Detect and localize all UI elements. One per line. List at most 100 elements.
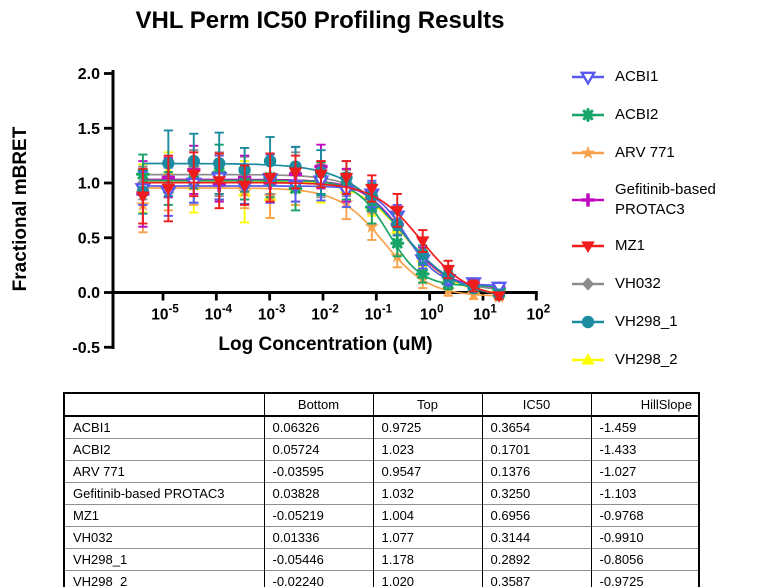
vh032-marker-icon xyxy=(572,277,604,291)
fit-results-table-wrap: Bottom Top IC50 HillSlope ACBI1 0.06326 0.972… xyxy=(63,392,700,587)
series-vh298-1 xyxy=(136,129,506,301)
marker-mz1 xyxy=(161,183,176,196)
marker-acbi2 xyxy=(390,236,405,251)
table-cell: 0.1701 xyxy=(481,438,591,461)
table-cell: 0.1376 xyxy=(481,460,591,483)
table-cell: -1.027 xyxy=(590,460,699,483)
y-tick-label: 1.0 xyxy=(78,176,100,193)
legend-label: VH298_2 xyxy=(615,351,678,369)
marker-mz1 xyxy=(187,169,201,182)
acbi1-marker-glyph xyxy=(579,71,597,86)
table-row-mz1: MZ1 -0.05219 1.004 0.6956 -0.9768 xyxy=(63,504,699,527)
legend-item-acbi1: ACBI1 xyxy=(570,66,762,88)
table-header-row: Bottom Top IC50 HillSlope xyxy=(63,393,699,417)
table-row-vh298-2: VH298_2 -0.02240 1.020 0.3587 -0.9725 xyxy=(63,570,699,587)
marker-acbi1 xyxy=(490,281,508,296)
arv-771-marker-icon xyxy=(572,145,604,159)
y-tick-label: -0.5 xyxy=(72,340,100,357)
table-cell: 0.9725 xyxy=(372,416,482,439)
y-tick-label: 1.5 xyxy=(78,121,100,138)
table-row-arv-771: ARV 771 -0.03595 0.9547 0.1376 -1.027 xyxy=(63,460,699,483)
vh298-1-marker-icon xyxy=(572,315,604,329)
legend-label: VH032 xyxy=(615,275,661,293)
table-cell: ACBI1 xyxy=(63,416,264,439)
marker-arv-771 xyxy=(364,219,379,233)
table-row-acbi2: ACBI2 0.05724 1.023 0.1701 -1.433 xyxy=(63,438,699,461)
legend-label: Gefitinib-based PROTAC3 xyxy=(615,181,716,218)
x-tick-label: 100 xyxy=(420,304,444,324)
marker-mz1 xyxy=(390,205,405,218)
table-row-acbi1: ACBI1 0.06326 0.9725 0.3654 -1.459 xyxy=(63,416,699,439)
table-cell: -0.02240 xyxy=(263,570,373,587)
legend-label: ARV 771 xyxy=(615,144,675,162)
table-cell: 0.05724 xyxy=(263,438,373,461)
y-tick-label: 2.0 xyxy=(78,66,100,83)
table-body: ACBI1 0.06326 0.9725 0.3654 -1.459 ACBI2 0.057… xyxy=(63,416,699,587)
table-cell: ACBI2 xyxy=(63,438,264,461)
legend-item-vh298-1: VH298_1 xyxy=(570,311,762,333)
marker-mz1 xyxy=(314,169,328,182)
x-tick-label: 10-5 xyxy=(151,304,179,324)
x-tick-label: 101 xyxy=(473,304,497,324)
table-cell: 1.004 xyxy=(372,504,482,527)
marker-mz1 xyxy=(441,264,455,277)
marker-mz1 xyxy=(466,281,481,293)
table-cell: 0.01336 xyxy=(263,526,373,549)
table-cell: Gefitinib-based PROTAC3 xyxy=(63,482,264,505)
table-cell: ARV 771 xyxy=(63,460,264,483)
table-header-cell: Top xyxy=(372,393,482,417)
table-cell: 0.06326 xyxy=(263,416,373,439)
vh298-1-marker-glyph xyxy=(581,315,595,329)
table-cell: -0.05219 xyxy=(263,504,373,527)
series-mz1 xyxy=(136,151,506,303)
x-tick-label: 10-1 xyxy=(365,304,393,324)
table-cell: -0.9910 xyxy=(590,526,699,549)
legend-item-arv-771: ARV 771 xyxy=(570,142,762,164)
acbi2-marker-icon xyxy=(572,108,604,122)
mz1-marker-icon xyxy=(572,241,604,253)
marker-mz1 xyxy=(263,172,277,185)
y-tick-label: 0.0 xyxy=(78,285,100,302)
table-header-cell: Bottom xyxy=(263,393,373,417)
legend-label: VH298_1 xyxy=(615,313,678,331)
vh298-2-marker-glyph xyxy=(581,353,595,365)
table-row-vh298-1: VH298_1 -0.05446 1.178 0.2892 -0.8056 xyxy=(63,548,699,571)
table-header-row: Bottom Top IC50 HillSlope xyxy=(63,393,699,417)
legend-item-mz1: MZ1 xyxy=(570,235,762,257)
table-cell: VH298_2 xyxy=(63,570,264,587)
acbi2-marker-glyph xyxy=(581,108,595,122)
table-row-vh032: VH032 0.01336 1.077 0.3144 -0.9910 xyxy=(63,526,699,549)
table-cell: -0.9725 xyxy=(590,570,699,587)
table-cell: -1.459 xyxy=(590,416,699,439)
legend-item-gefitinib-based-protac3: Gefitinib-based PROTAC3 xyxy=(570,180,762,219)
table-cell: VH298_1 xyxy=(63,548,264,571)
vh032-marker-glyph xyxy=(582,277,594,291)
legend-label: MZ1 xyxy=(615,237,645,255)
x-axis-label: Log Concentration (uM) xyxy=(218,334,433,355)
table-cell: 1.023 xyxy=(372,438,482,461)
table-cell: 1.032 xyxy=(372,482,482,505)
marker-mz1 xyxy=(365,183,379,196)
table-cell: 0.3144 xyxy=(481,526,591,549)
table-cell: 1.178 xyxy=(372,548,482,571)
table-cell: -0.03595 xyxy=(263,460,373,483)
table-cell: 0.3587 xyxy=(481,570,591,587)
table-header-cell: HillSlope xyxy=(590,393,699,417)
marker-mz1 xyxy=(237,180,252,193)
arv-771-marker-glyph xyxy=(580,145,596,159)
legend-item-vh298-2: VH298_2 xyxy=(570,349,762,371)
table-cell: -1.103 xyxy=(590,482,699,505)
marker-mz1 xyxy=(212,176,226,188)
table-cell: MZ1 xyxy=(63,504,264,527)
table-cell: VH032 xyxy=(63,526,264,549)
table-row-gefitinib-based-protac3: Gefitinib-based PROTAC3 0.03828 1.032 0.325… xyxy=(63,482,699,505)
chart-title: VHL Perm IC50 Profiling Results xyxy=(135,7,505,34)
table-cell: -0.05446 xyxy=(263,548,373,571)
table-cell: 0.6956 xyxy=(481,504,591,527)
table-cell: 0.9547 xyxy=(372,460,482,483)
marker-mz1 xyxy=(339,172,354,185)
table-cell: 0.2892 xyxy=(481,548,591,571)
legend-item-vh032: VH032 xyxy=(570,273,762,295)
mz1-marker-glyph xyxy=(581,241,595,253)
gefitinib-based-protac3-marker-icon xyxy=(572,192,604,207)
